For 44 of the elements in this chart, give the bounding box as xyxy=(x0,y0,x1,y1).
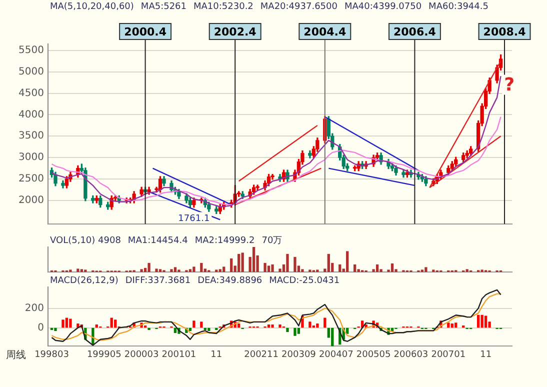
text: MACD(26,12,9) xyxy=(50,276,118,286)
x-tick-label: 200603 xyxy=(394,350,428,360)
text: VOL(5,10) 4908 xyxy=(50,236,122,246)
x-tick-label: 200101 xyxy=(162,350,196,360)
text: MA10:5230.2 xyxy=(194,2,254,12)
text: MA5:5261 xyxy=(140,2,187,12)
x-tick-label: 200003 xyxy=(124,350,159,360)
y-tick-label: 200 xyxy=(24,302,44,314)
text: MA(5,10,20,40,60) xyxy=(50,2,134,12)
y-tick-label: 4500 xyxy=(18,88,44,99)
y-tick-label: 2000 xyxy=(18,195,44,206)
ref-line-label: 2000.4 xyxy=(124,25,167,38)
y-tick-label: 3500 xyxy=(18,130,44,142)
ref-line-label: 2006.4 xyxy=(393,25,436,38)
annotation: ? xyxy=(504,74,515,96)
ref-line-label: 2004.4 xyxy=(304,25,346,38)
y-tick-label: 5000 xyxy=(18,66,44,78)
x-tick-label: 199803 xyxy=(34,350,69,360)
ref-line-label: 2002.4 xyxy=(214,25,257,38)
x-tick-label: 11 xyxy=(480,350,492,360)
text: MA1:14454.4 xyxy=(128,236,188,246)
annotation: 1761.1 xyxy=(178,214,210,224)
x-axis-title: 周线 xyxy=(6,348,26,361)
x-tick-label: 11 xyxy=(210,350,222,360)
text: MA20:4937.6500 xyxy=(260,2,338,12)
text: DEA:349.8896 xyxy=(198,276,262,286)
x-tick-label: 200407 xyxy=(318,350,354,360)
ref-line-label: 2008.4 xyxy=(483,25,526,38)
y-tick-label: 5500 xyxy=(18,45,44,56)
text: MA40:4399.0750 xyxy=(344,2,422,12)
y-tick-label: 4000 xyxy=(18,109,44,120)
y-tick-label: 0 xyxy=(38,322,44,334)
x-tick-label: 199905 xyxy=(86,350,122,360)
text: DIFF:337.3681 xyxy=(125,276,191,286)
text: MA2:14999.2 xyxy=(194,236,255,246)
text: MACD:-25.0431 xyxy=(269,276,340,286)
text: 70万 xyxy=(262,236,282,246)
x-tick-label: 200309 xyxy=(282,350,316,360)
y-tick-label: 2500 xyxy=(18,174,44,185)
y-tick-label: 3000 xyxy=(18,152,44,164)
text: MA60:3944.5 xyxy=(428,2,488,12)
x-tick-label: 200701 xyxy=(431,350,466,360)
x-tick-label: 200505 xyxy=(356,350,391,360)
x-tick-label: 200211 xyxy=(244,350,278,360)
